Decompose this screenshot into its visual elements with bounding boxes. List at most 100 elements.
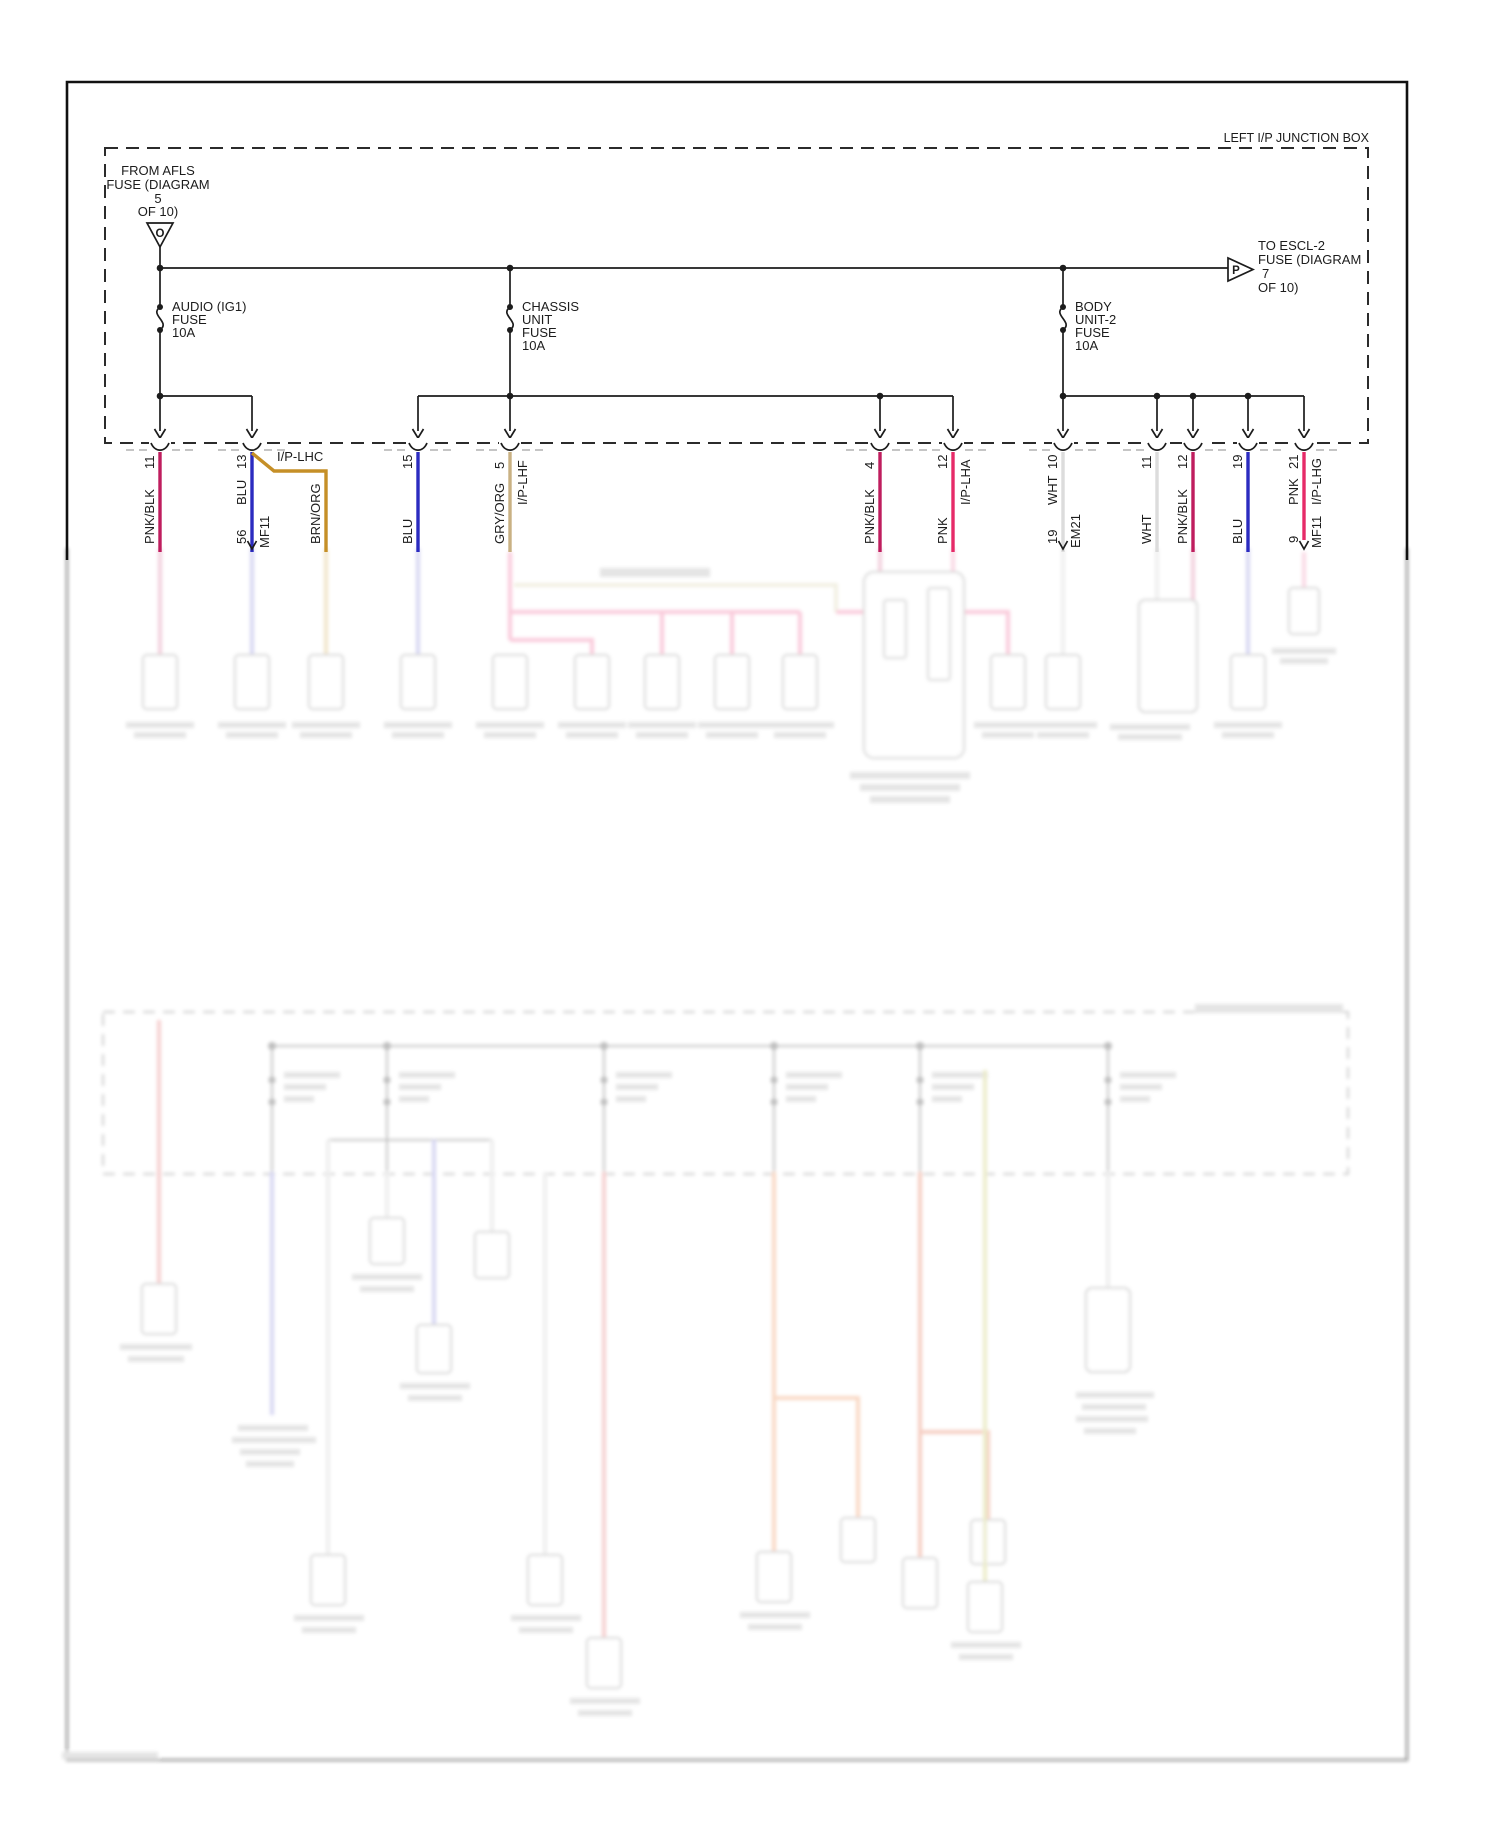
pin-label: 19 [1230,455,1245,469]
from-ref-line-1: FROM AFLS [121,163,195,178]
to-ref-line-4: OF 10) [1258,280,1298,295]
wire-color-label: BLU [1230,519,1245,544]
pin-label: 13 [234,455,249,469]
arrowhead-icon [246,540,258,551]
from-ref-symbol: O [156,228,165,240]
from-ref-line-2: FUSE (DIAGRAM [106,177,209,192]
pin2-label: 56 [234,530,249,544]
power-bus [156,264,1228,272]
wire-pnk-12: 12 PNK I/P-LHA [935,452,973,552]
fuse-label-line: 10A [522,338,545,353]
from-reference: FROM AFLS FUSE (DIAGRAM 5 OF 10) O [106,163,210,268]
from-ref-line-3: 5 [154,191,161,206]
fuse-label-line: FUSE [1075,325,1110,340]
connector-label: MF11 [1309,516,1324,548]
fuse-label-line: CHASSIS [522,299,579,314]
wire-gryorg-5: 5 GRY/ORG I/P-LHF [492,452,530,552]
ghost-page-border [65,548,1409,1762]
wire-blu-15: 15 BLU [400,452,420,552]
fuse-label-line: FUSE [522,325,557,340]
fuse-label-line: BODY [1075,299,1112,314]
wire-color-label: WHT [1139,514,1154,544]
ghost-lower-diagram [62,1004,1349,1759]
junction-box-title: LEFT I/P JUNCTION BOX [1224,131,1370,145]
to-ref-line-2: FUSE (DIAGRAM [1258,252,1361,267]
fuse-label-line: AUDIO (IG1) [172,299,246,314]
pin-label: 10 [1045,455,1060,469]
connector-cup [1147,442,1167,451]
connector-label: EM21 [1068,514,1083,548]
from-ref-triangle-icon [145,222,175,249]
connector-cup [150,442,170,451]
pin-label: 11 [1139,456,1154,470]
ghost-fuses [268,1046,1176,1172]
wire-wht-11: 11 WHT [1139,452,1159,552]
wire-pnkblk-11: 11 PNK/BLK [142,452,162,552]
wire-color-label: WHT [1045,475,1060,505]
to-ref-triangle-icon [1227,256,1256,283]
connector-cup [943,442,963,451]
wire-pnkblk-4: 4 PNK/BLK [862,452,882,552]
arrowhead-icon [1057,540,1069,551]
wire-wht-10: 10 WHT 19 EM21 [1045,452,1083,552]
harness-label: I/P-LHG [1309,458,1324,505]
pin-label: 11 [142,456,157,470]
fuse-audio-ig1: AUDIO (IG1) FUSE 10A [156,268,246,431]
ghost-footer-text [62,1752,158,1759]
connector-cup [1053,442,1073,451]
branch-rails [156,392,1304,400]
wire-color-label: PNK/BLK [1175,489,1190,544]
pin2-label: 9 [1286,536,1301,543]
wire-color-label: PNK/BLK [142,489,157,544]
connector-row [126,438,1341,451]
harness-label: I/P-LHF [515,460,530,505]
arrowhead-icon [1298,540,1310,551]
ghost-middle-connectors [126,548,1336,803]
to-ref-symbol: P [1232,265,1240,277]
fuse-label-line: UNIT [522,312,552,327]
connector-cup [500,442,520,451]
connector-cup [1294,442,1314,451]
from-ref-line-4: OF 10) [138,204,178,219]
connector-label: MF11 [257,516,272,548]
to-reference: P TO ESCL-2 FUSE (DIAGRAM 7 OF 10) [1227,238,1361,295]
connector-cup [1183,442,1203,451]
to-ref-line-1: TO ESCL-2 [1258,238,1325,253]
pin-label: 12 [1175,455,1190,469]
pin-label: 12 [935,455,950,469]
harness-label: I/P-LHA [958,459,973,505]
junction-box-outline [104,147,1369,444]
wire-blu-13: 13 BLU 56 MF11 [234,452,272,552]
connector-cup [242,442,262,451]
pin2-label: 19 [1045,530,1060,544]
wire-color-label: GRY/ORG [492,483,507,544]
fuse-label-line: UNIT-2 [1075,312,1116,327]
wire-pnk-21: 21 PNK 9 I/P-LHG MF11 [1286,452,1324,551]
fuse-label-line: 10A [1075,338,1098,353]
connector-cup [1238,442,1258,451]
wire-pnkblk-12: 12 PNK/BLK [1175,452,1195,552]
wire-color-label: BRN/ORG [308,483,323,544]
pin-label: 4 [862,462,877,469]
fuse-chassis-unit: CHASSIS UNIT FUSE 10A [506,268,579,431]
connector-cup [408,442,428,451]
fuse-label-line: 10A [172,325,195,340]
connector-cup [870,442,890,451]
junction-box: LEFT I/P JUNCTION BOX [104,131,1370,444]
wire-color-label: PNK [935,517,950,544]
ghost-faded-content [62,548,1409,1762]
ghost-captions [126,722,1282,803]
harness-label: I/P-LHC [277,449,323,464]
fuse-body-unit2: BODY UNIT-2 FUSE 10A [1059,268,1116,431]
wire-color-label: BLU [234,480,249,505]
drop-arrows [153,396,1311,440]
pin-label: 21 [1286,455,1301,469]
pin-label: 5 [492,462,507,469]
wire-brnorg: I/P-LHC BRN/ORG [250,449,328,552]
pin-label: 15 [400,455,415,469]
wire-color-label: BLU [400,519,415,544]
wire-color-label: PNK [1286,478,1301,505]
wire-color-label: PNK/BLK [862,489,877,544]
